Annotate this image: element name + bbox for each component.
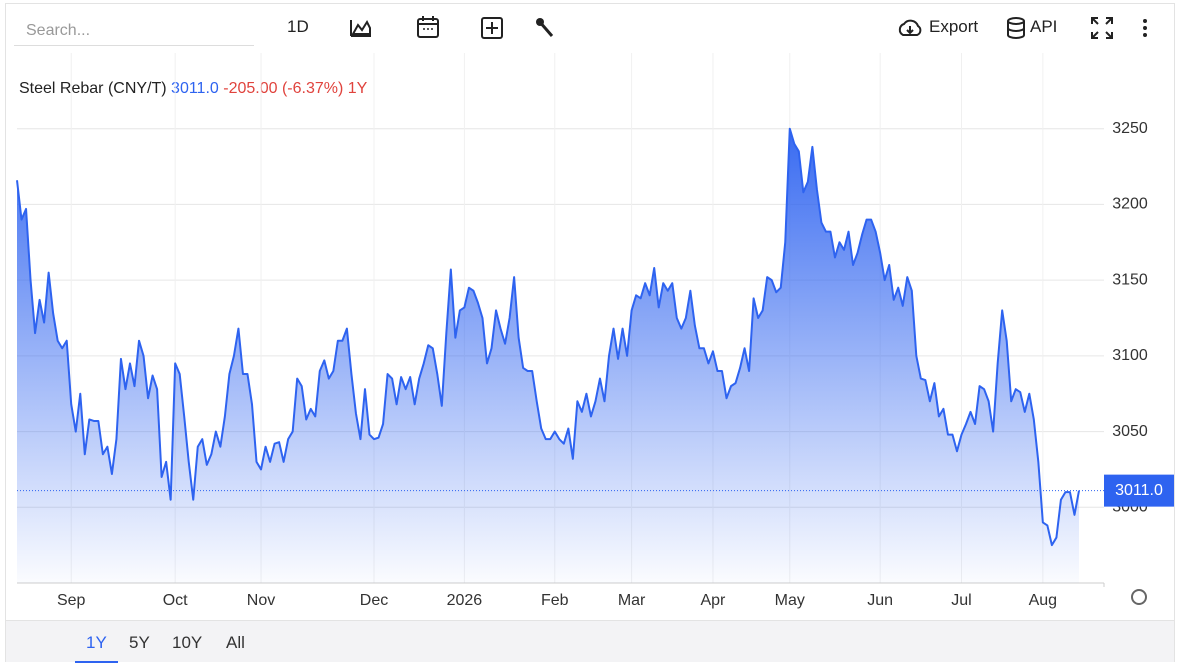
x-tick-label: 2026	[447, 592, 483, 609]
x-tick-label: Jun	[867, 592, 893, 609]
chart-widget: Search... 1D Export API Steel Rebar (CNY…	[5, 3, 1175, 663]
last-price: 3011.0	[171, 80, 219, 97]
api-icon[interactable]	[1006, 16, 1026, 40]
y-tick-label: 3150	[1112, 271, 1148, 288]
x-tick-label: Feb	[541, 592, 569, 609]
interval-button[interactable]: 1D	[287, 17, 309, 36]
range-button[interactable]: 5Y	[129, 633, 150, 652]
search-box[interactable]: Search...	[14, 16, 254, 46]
period: 1Y	[347, 80, 368, 97]
x-tick-label: Jul	[951, 592, 971, 609]
last-price-label: 3011.0	[1115, 482, 1163, 499]
fullscreen-icon[interactable]	[1090, 16, 1114, 40]
chart-title: Steel Rebar (CNY/T)	[19, 80, 167, 97]
x-tick-label: Oct	[163, 592, 188, 609]
menu-icon[interactable]	[1140, 16, 1150, 42]
x-tick-label: Dec	[360, 592, 388, 609]
x-tick-label: May	[775, 592, 805, 609]
settings-icon[interactable]	[1131, 589, 1148, 605]
compare-icon[interactable]	[480, 16, 504, 40]
range-bar: 1Y 5Y 10Y All	[6, 620, 1174, 663]
x-tick-label: Mar	[618, 592, 646, 609]
price-change: -205.00 (-6.37%)	[223, 80, 344, 97]
last-price-marker	[1104, 474, 1174, 507]
y-tick-label: 3200	[1112, 196, 1148, 213]
calendar-icon[interactable]	[416, 15, 440, 39]
tools-icon[interactable]	[534, 16, 558, 40]
y-tick-label: 3050	[1112, 423, 1148, 440]
area-fill	[17, 128, 1079, 583]
api-button[interactable]: API	[1030, 17, 1058, 36]
x-tick-label: Apr	[700, 592, 726, 609]
export-icon[interactable]	[896, 17, 924, 39]
x-tick-label: Nov	[247, 592, 275, 609]
range-button[interactable]: 10Y	[172, 633, 203, 652]
x-tick-label: Aug	[1029, 592, 1057, 609]
chart-type-icon[interactable]	[348, 16, 374, 40]
export-button[interactable]: Export	[929, 17, 979, 36]
y-tick-label: 3100	[1112, 347, 1148, 364]
chart-header: Steel Rebar (CNY/T) 3011.0 -205.00 (-6.3…	[19, 80, 367, 98]
range-button[interactable]: All	[226, 633, 245, 652]
x-tick-label: Sep	[57, 592, 86, 609]
y-tick-label: 3250	[1112, 120, 1148, 137]
range-button[interactable]: 1Y	[75, 633, 118, 663]
